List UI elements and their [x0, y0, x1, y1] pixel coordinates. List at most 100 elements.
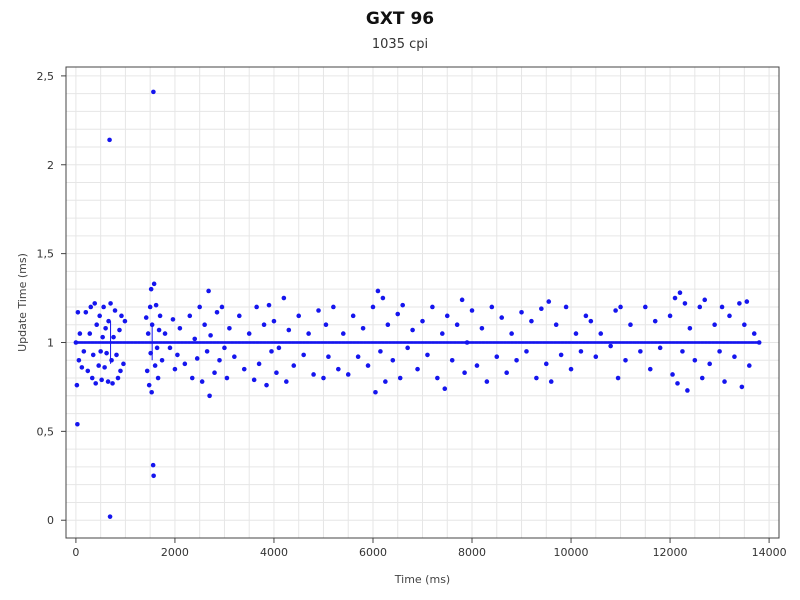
data-point [92, 301, 98, 306]
x-axis-title: Time (ms) [394, 573, 450, 586]
data-point [321, 375, 326, 381]
data-point [97, 313, 102, 319]
y-tick-label: 0,5 [37, 425, 55, 438]
data-point [568, 366, 574, 372]
x-tick-label: 4000 [260, 546, 288, 559]
data-point [345, 372, 351, 377]
data-point [167, 345, 173, 351]
data-point [301, 352, 306, 358]
data-point [699, 375, 705, 381]
data-point [355, 354, 361, 360]
data-point [104, 350, 109, 356]
data-point [149, 389, 154, 395]
data-point [157, 313, 163, 319]
data-point [187, 313, 193, 319]
data-point [197, 304, 202, 310]
data-point [103, 325, 108, 331]
data-point [149, 322, 155, 328]
data-point [266, 302, 272, 308]
data-point [156, 327, 162, 333]
baseline-points [74, 321, 760, 364]
data-point [746, 363, 752, 368]
data-point [254, 304, 259, 310]
data-point [107, 137, 112, 143]
data-point [469, 308, 475, 313]
data-point [114, 352, 119, 358]
data-point [207, 393, 212, 399]
data-point [524, 349, 529, 354]
data-point [425, 352, 430, 358]
y-tick-label: 1,5 [37, 248, 55, 261]
data-point [153, 302, 159, 308]
data-points [73, 89, 762, 519]
data-point [170, 317, 176, 322]
data-point [430, 304, 435, 310]
data-point [588, 318, 594, 324]
data-point [459, 297, 465, 303]
data-point [514, 357, 519, 363]
data-point [618, 304, 623, 310]
data-point [546, 299, 552, 304]
chart-subtitle: 1035 cpi [371, 37, 429, 52]
data-point [151, 281, 157, 287]
data-point [241, 366, 247, 372]
data-point [108, 301, 113, 306]
data-point [727, 313, 732, 319]
data-point [151, 473, 156, 479]
data-point [90, 352, 96, 358]
data-point [397, 375, 403, 381]
data-point [326, 354, 331, 360]
data-point [144, 368, 150, 374]
data-point [657, 345, 663, 351]
data-point [410, 327, 415, 333]
y-tick-label: 0 [47, 514, 54, 527]
data-point [146, 382, 152, 388]
data-point [685, 388, 690, 393]
data-point [208, 333, 213, 338]
data-point [109, 357, 114, 363]
data-point [519, 309, 524, 315]
data-point [395, 311, 401, 317]
data-point [494, 354, 500, 360]
data-point [390, 357, 396, 363]
data-point [489, 304, 495, 310]
data-point [380, 295, 386, 301]
x-tick-label: 8000 [458, 546, 486, 559]
data-point [194, 356, 200, 361]
data-point [264, 382, 269, 388]
data-point [122, 318, 128, 324]
data-point [251, 377, 257, 383]
data-point [177, 325, 183, 331]
data-point [474, 363, 480, 368]
data-point [712, 322, 717, 328]
data-point [415, 366, 420, 372]
data-point [284, 379, 289, 384]
data-point [732, 354, 737, 360]
data-point [340, 331, 346, 336]
data-point [608, 343, 613, 349]
data-point [175, 352, 180, 358]
data-point [628, 322, 633, 328]
data-point [670, 372, 675, 377]
data-point [148, 350, 153, 356]
data-point [219, 304, 225, 310]
data-point [598, 331, 604, 336]
data-point [107, 514, 113, 519]
data-point [147, 304, 153, 310]
data-point [192, 336, 198, 342]
data-point [306, 331, 311, 336]
data-point [227, 325, 232, 331]
data-point [271, 318, 277, 324]
data-point [96, 363, 101, 368]
data-point [440, 331, 445, 336]
data-point [350, 313, 356, 319]
data-point [281, 295, 287, 301]
data-point [105, 379, 111, 384]
data-point [697, 304, 703, 310]
data-point [742, 322, 747, 328]
data-point [675, 381, 680, 386]
data-point [202, 322, 207, 328]
x-axis: 0 2000 4000 6000 8000 10000 12000 14000 [72, 538, 787, 559]
data-point [121, 361, 126, 367]
data-point [81, 349, 87, 354]
